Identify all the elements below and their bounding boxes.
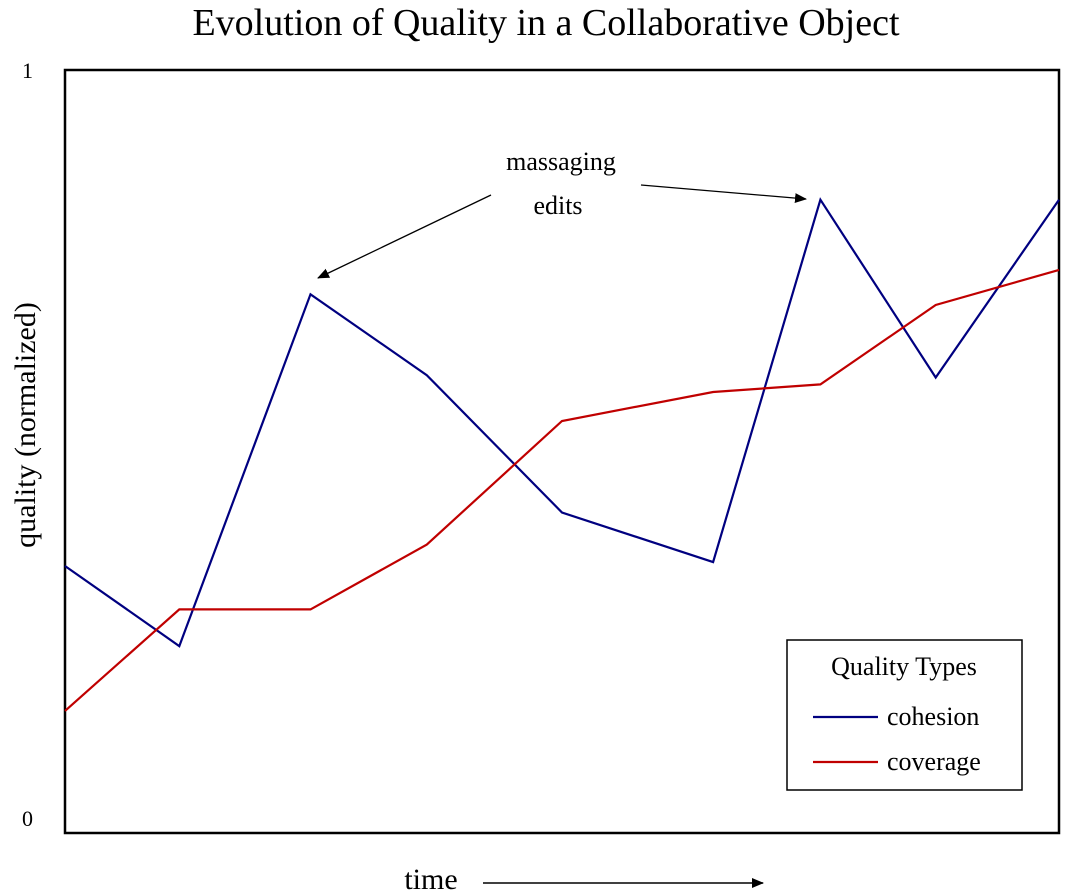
annotation-line-2: edits	[533, 191, 582, 220]
y-tick-label-bottom: 0	[22, 806, 33, 831]
y-tick-label-top: 1	[22, 58, 33, 83]
legend-title: Quality Types	[831, 652, 977, 681]
legend-label-cohesion: cohesion	[887, 702, 979, 731]
plot-frame	[63, 68, 1061, 835]
series-line-coverage	[64, 268, 1060, 712]
legend-box	[786, 639, 1023, 791]
legend-label-coverage: coverage	[887, 747, 981, 776]
x-axis-label: time	[404, 863, 457, 892]
annotation-arrow-left	[317, 194, 492, 279]
legend: Quality Types cohesion coverage	[786, 639, 1023, 791]
annotation-line-1: massaging	[506, 147, 616, 176]
series-line-cohesion	[64, 197, 1060, 648]
chart-title: Evolution of Quality in a Collaborative …	[192, 2, 900, 44]
y-axis-label: quality (normalized)	[9, 302, 42, 548]
annotation-arrow-right	[640, 184, 807, 204]
